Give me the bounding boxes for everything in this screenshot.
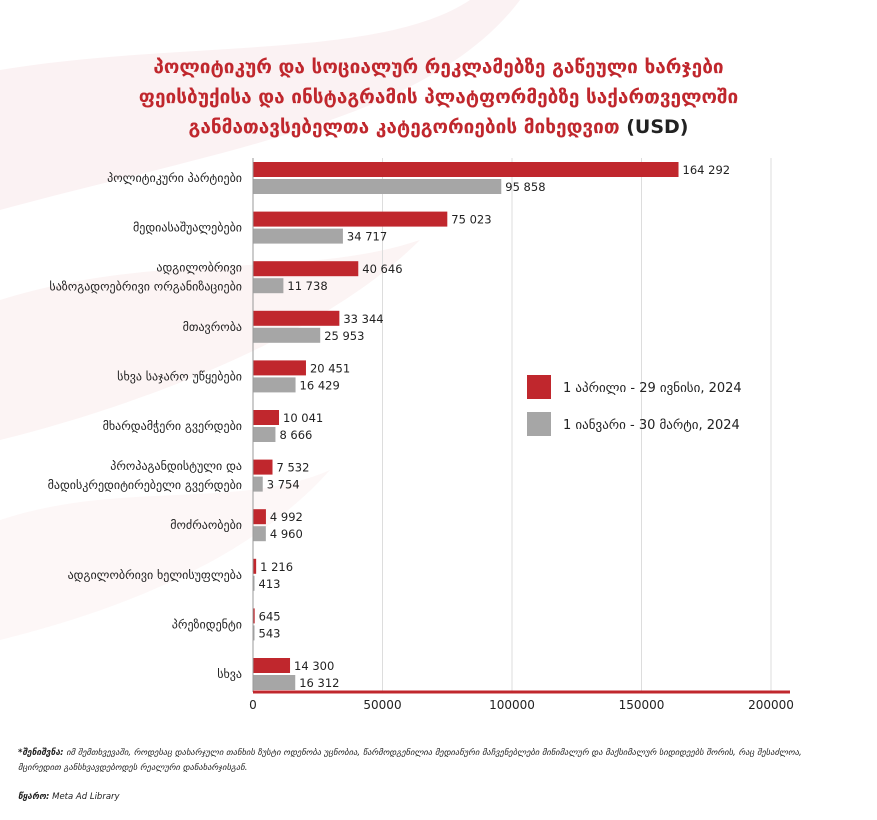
data-label-series-1: 164 292 (683, 163, 731, 177)
legend-swatch-series-2 (527, 412, 551, 436)
bar-series-2 (253, 476, 263, 492)
data-label-series-1: 33 344 (343, 312, 383, 326)
legend-label-series-1: 1 აპრილი - 29 ივნისი, 2024 (563, 381, 742, 396)
data-label-series-1: 14 300 (294, 659, 334, 673)
bar-series-1 (253, 410, 280, 425)
category-label: მთავრობა (183, 320, 242, 334)
source-note: წყარო: Meta Ad Library (18, 792, 120, 802)
bar-series-2 (253, 427, 276, 442)
bar-series-2 (253, 575, 255, 591)
x-tick-label: 0 (249, 698, 257, 712)
bar-series-1 (253, 360, 306, 376)
title-line-3: განმათავსებელთა კატეგორიების მიხედვით (U… (0, 112, 877, 142)
footnote: *შენიშვნა: იმ შემთხვევაში, როდესაც დახარ… (18, 746, 818, 776)
data-label-series-1: 10 041 (283, 411, 323, 425)
category-label: საზოგადოებრივი ორგანიზაციები (49, 280, 242, 294)
data-label-series-1: 20 451 (310, 361, 350, 375)
data-label-series-1: 645 (259, 609, 281, 623)
data-label-series-1: 75 023 (451, 213, 491, 227)
category-label: ადგილობრივი ხელისუფლება (68, 568, 242, 582)
source-label: წყარო: (18, 792, 50, 802)
data-label-series-2: 95 858 (505, 180, 545, 194)
category-label: პროპაგანდისტული და (110, 459, 242, 473)
footnote-text: იმ შემთხვევაში, როდესაც დახარჯული თანხის… (18, 748, 802, 773)
category-label: ადგილობრივი (156, 261, 242, 275)
data-label-series-1: 1 216 (260, 560, 293, 574)
bar-series-1 (253, 459, 273, 475)
category-label: პრეზიდენტი (172, 617, 242, 631)
bar-series-2 (253, 327, 321, 343)
data-label-series-2: 3 754 (267, 478, 300, 492)
bar-series-2 (253, 675, 296, 690)
bar-series-1 (253, 558, 257, 574)
data-label-series-2: 34 717 (347, 230, 387, 244)
title-line-2: ფეისბუქისა და ინსტაგრამის პლატფორმებზე ს… (138, 86, 739, 108)
bar-series-1 (253, 261, 359, 277)
title-line-1: პოლიტიკურ და სოციალურ რეკლამებზე გაწეული… (153, 56, 724, 78)
category-label: პოლიტიკური პარტიები (107, 171, 242, 185)
data-label-series-2: 8 666 (279, 428, 312, 442)
category-label: სხვა (217, 667, 242, 681)
x-tick-label: 150000 (619, 698, 665, 712)
bar-series-2 (253, 278, 284, 294)
bar-series-1 (253, 608, 255, 624)
bar-series-1 (253, 162, 679, 177)
category-label: მოძრაობები (170, 518, 242, 532)
category-label: მხარდამჭერი გვერდები (103, 419, 242, 433)
bar-series-2 (253, 377, 296, 393)
category-label: მადისკრედიტირებელი გვერდები (48, 478, 242, 492)
data-label-series-2: 16 429 (300, 378, 340, 392)
bar-series-1 (253, 310, 340, 326)
x-tick-label: 200000 (748, 698, 794, 712)
data-label-series-2: 4 960 (270, 527, 303, 541)
x-tick-label: 50000 (363, 698, 401, 712)
bar-series-2 (253, 526, 266, 542)
bar-series-2 (253, 228, 343, 244)
category-label: მედიასაშუალებები (133, 221, 242, 235)
bar-series-1 (253, 658, 291, 673)
legend-label-series-2: 1 იანვარი - 30 მარტი, 2024 (563, 418, 740, 433)
bar-series-1 (253, 211, 448, 227)
data-label-series-2: 16 312 (299, 676, 339, 690)
chart-title: პოლიტიკურ და სოციალურ რეკლამებზე გაწეული… (0, 52, 877, 142)
data-label-series-2: 543 (259, 626, 281, 640)
source-text: Meta Ad Library (52, 792, 120, 802)
legend-swatch-series-1 (527, 375, 551, 399)
data-label-series-1: 4 992 (270, 510, 303, 524)
data-label-series-2: 413 (259, 577, 281, 591)
title-unit: (USD) (626, 116, 689, 138)
data-label-series-1: 7 532 (277, 461, 310, 475)
bar-series-2 (253, 625, 255, 641)
data-label-series-2: 25 953 (324, 329, 364, 343)
x-tick-label: 100000 (489, 698, 535, 712)
category-label: სხვა საჯარო უწყებები (117, 369, 242, 383)
bar-series-1 (253, 509, 266, 525)
title-line-3-text: განმათავსებელთა კატეგორიების მიხედვით (188, 116, 620, 138)
data-label-series-2: 11 738 (287, 279, 327, 293)
footnote-label: *შენიშვნა: (18, 748, 64, 758)
bar-series-2 (253, 179, 502, 194)
data-label-series-1: 40 646 (362, 262, 402, 276)
